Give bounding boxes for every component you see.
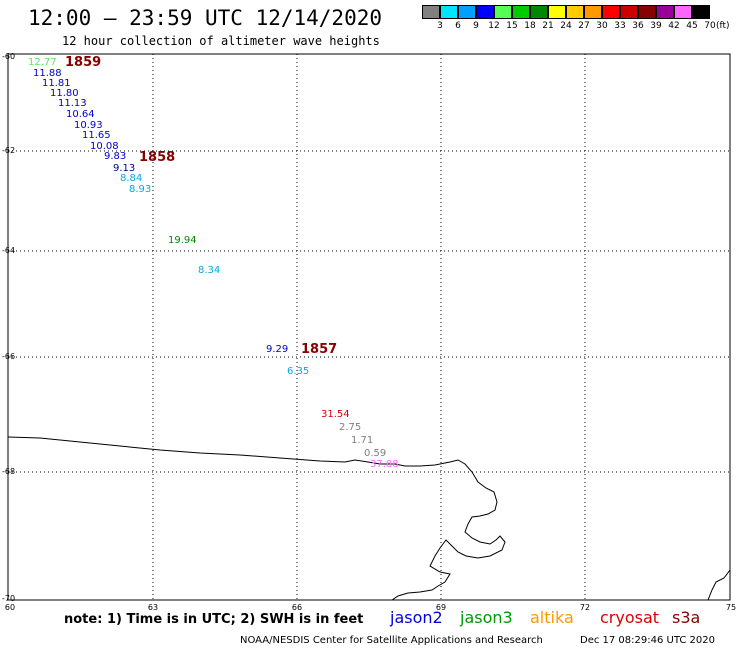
legend-swatch — [530, 5, 548, 19]
legend-swatch — [602, 5, 620, 19]
wave-height-value: 0.59 — [364, 448, 387, 459]
legend-swatch — [638, 5, 656, 19]
coastline-east — [707, 569, 731, 601]
wave-height-value: 1.71 — [351, 435, 374, 446]
legend-tick-label: 24 — [560, 21, 572, 31]
credit-text: NOAA/NESDIS Center for Satellite Applica… — [240, 635, 543, 646]
wave-height-value: 37.88 — [370, 459, 399, 470]
legend-swatch — [692, 5, 710, 19]
wave-height-value: 10.64 — [66, 109, 95, 120]
lat-label: -60 — [2, 52, 16, 61]
antarctic-coastline — [7, 436, 506, 601]
wave-height-value: 8.34 — [198, 265, 221, 276]
wave-height-value: 8.84 — [120, 173, 143, 184]
legend-tick-label: 27 — [578, 21, 590, 31]
wave-height-value: 11.80 — [50, 88, 79, 99]
lon-label: 63 — [147, 603, 159, 612]
lon-label: 60 — [4, 603, 16, 612]
legend-tick-label: 30 — [596, 21, 608, 31]
wave-height-value: 19.94 — [168, 235, 197, 246]
lat-label: -68 — [2, 467, 16, 476]
satellite-name: s3a — [672, 608, 701, 627]
satellite-name: jason2 — [390, 608, 443, 627]
legend-swatch — [566, 5, 584, 19]
lat-label: -66 — [2, 352, 16, 361]
legend-tick-label: 21 — [542, 21, 554, 31]
page-subtitle: 12 hour collection of altimeter wave hei… — [62, 34, 380, 48]
legend-tick-label: 36 — [632, 21, 644, 31]
legend-tick-label: 9 — [473, 21, 479, 31]
legend-swatch — [494, 5, 512, 19]
legend-unit: (ft) — [716, 21, 730, 31]
legend-swatch — [440, 5, 458, 19]
satellite-name: jason3 — [460, 608, 513, 627]
wave-height-value: 31.54 — [321, 409, 350, 420]
wave-height-value: 10.08 — [90, 141, 119, 152]
wave-height-value: 11.13 — [58, 98, 87, 109]
legend-swatch — [476, 5, 494, 19]
satellite-name: cryosat — [600, 608, 660, 627]
legend-swatch — [620, 5, 638, 19]
track-time-label: 1858 — [139, 150, 176, 165]
wave-height-value: 10.93 — [74, 120, 103, 131]
lon-label: 66 — [291, 603, 303, 612]
legend-tick-label: 33 — [614, 21, 626, 31]
legend-tick-label: 3 — [437, 21, 443, 31]
wave-height-value: 9.29 — [266, 344, 289, 355]
legend-tick-label: 12 — [488, 21, 500, 31]
wave-height-value: 11.88 — [33, 68, 62, 79]
wave-height-value: 9.83 — [104, 151, 127, 162]
legend-swatch — [584, 5, 602, 19]
wave-height-value: 12.77 — [28, 57, 57, 68]
legend-tick-label: 6 — [455, 21, 461, 31]
legend-swatch — [656, 5, 674, 19]
legend-tick-label: 42 — [668, 21, 680, 31]
legend-swatch — [548, 5, 566, 19]
footnote: note: 1) Time is in UTC; 2) SWH is in fe… — [64, 612, 364, 627]
lon-label: 75 — [725, 603, 737, 612]
lat-label: -70 — [2, 594, 16, 603]
track-time-label: 1859 — [65, 55, 102, 70]
lat-label: -64 — [2, 246, 16, 255]
lon-label: 69 — [435, 603, 447, 612]
track-time-label: 1857 — [301, 342, 338, 357]
lat-label: -62 — [2, 146, 16, 155]
legend-tick-label: 70 — [704, 21, 716, 31]
legend-tick-label: 45 — [686, 21, 698, 31]
wave-height-value: 9.13 — [113, 163, 136, 174]
legend-tick-label: 39 — [650, 21, 662, 31]
legend-tick-label: 15 — [506, 21, 518, 31]
map-frame — [7, 53, 731, 601]
wave-height-value: 11.81 — [42, 78, 71, 89]
wave-height-value: 11.65 — [82, 130, 111, 141]
legend-swatch — [512, 5, 530, 19]
legend-swatch — [674, 5, 692, 19]
page-title: 12:00 – 23:59 UTC 12/14/2020 — [28, 6, 383, 30]
wave-height-value: 2.75 — [339, 422, 362, 433]
wave-height-value: 6.35 — [287, 366, 310, 377]
satellite-name: altika — [530, 608, 574, 627]
legend-tick-label: 18 — [524, 21, 536, 31]
lon-label: 72 — [579, 603, 591, 612]
legend-swatch — [422, 5, 440, 19]
graticule — [8, 54, 730, 600]
legend-swatch — [458, 5, 476, 19]
wave-height-value: 8.93 — [129, 184, 152, 195]
generated-timestamp: Dec 17 08:29:46 UTC 2020 — [580, 635, 715, 646]
